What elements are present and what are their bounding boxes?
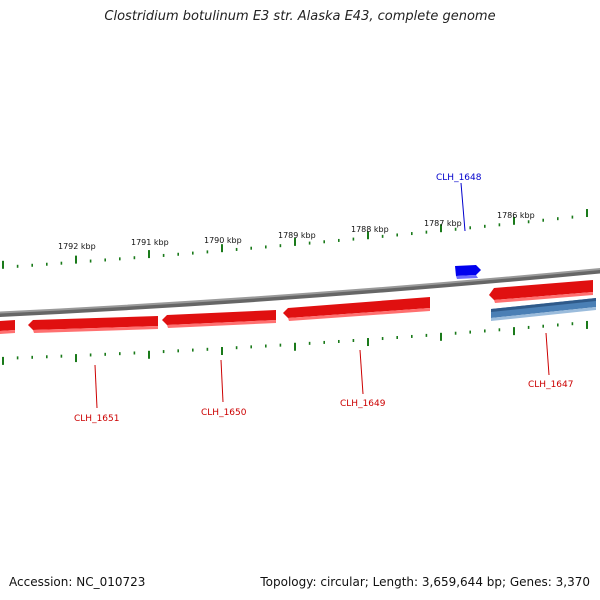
genome-backbone <box>0 267 600 318</box>
gene-label-clh-1651[interactable]: CLH_1651 <box>74 414 119 424</box>
scale-label: 1792 kbp <box>58 242 96 251</box>
inner-scale-ticks <box>2 320 588 365</box>
gene-labels: CLH_1648 CLH_1647 CLH_1649 CLH_1650 CLH_… <box>74 173 573 424</box>
gene-clh-1649[interactable] <box>283 297 430 321</box>
gene-clh-1651[interactable] <box>28 316 158 333</box>
leader-lines <box>94 182 550 409</box>
scale-label: 1788 kbp <box>351 225 389 234</box>
gene-label-clh-1647[interactable]: CLH_1647 <box>528 380 573 390</box>
gene-clh-1648[interactable] <box>455 265 481 279</box>
scale-label: 1790 kbp <box>204 236 242 245</box>
scale-labels: 1792 kbp 1791 kbp 1790 kbp 1789 kbp 1788… <box>58 211 535 251</box>
gene-label-clh-1649[interactable]: CLH_1649 <box>340 399 386 409</box>
scale-label: 1787 kbp <box>424 219 462 228</box>
gene-clh-1650[interactable] <box>162 310 276 328</box>
outer-scale-ticks <box>2 209 588 269</box>
scale-label: 1786 kbp <box>497 211 535 220</box>
gene-label-clh-1650[interactable]: CLH_1650 <box>201 408 247 418</box>
rna-feature[interactable] <box>491 298 596 321</box>
gene-clh-1647[interactable] <box>489 280 593 303</box>
accession-text: Accession: NC_010723 <box>9 575 146 589</box>
scale-label: 1789 kbp <box>278 231 316 240</box>
topology-text: Topology: circular; Length: 3,659,644 bp… <box>260 575 590 589</box>
gene-partial-left[interactable] <box>0 320 15 334</box>
page-title: Clostridium botulinum E3 str. Alaska E43… <box>104 9 496 24</box>
scale-label: 1791 kbp <box>131 238 169 247</box>
gene-label-clh-1648[interactable]: CLH_1648 <box>436 173 482 183</box>
